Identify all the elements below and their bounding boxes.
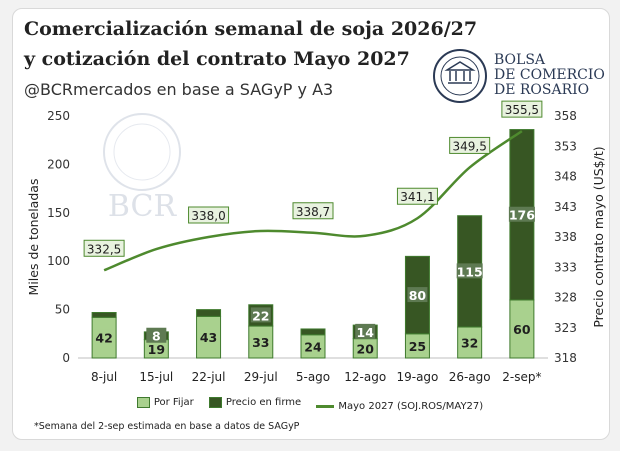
line-label: 338,0	[191, 209, 225, 223]
line-label: 355,5	[505, 103, 539, 117]
watermark-seal-inner	[113, 123, 171, 181]
y2-tick-label: 343	[554, 200, 577, 214]
line-mayo-2027	[103, 130, 523, 272]
x-tick-label: 26-ago	[449, 370, 491, 384]
bar-label-precio-firme: 14	[357, 325, 375, 340]
y-tick-label: 250	[47, 109, 70, 123]
line-label-box	[501, 100, 543, 118]
chart-title: Comercialización semanal de soja 2026/27…	[24, 14, 477, 74]
x-tick-label: 22-jul	[192, 370, 226, 384]
legend-item-mayo-2027: Mayo 2027 (SOJ.ROS/MAY27)	[316, 401, 483, 412]
line-label-box	[292, 202, 334, 220]
bar-label-bg-por-fijar	[458, 334, 481, 350]
footnote: *Semana del 2-sep estimada en base a dat…	[34, 421, 300, 432]
line-label: 349,5	[452, 139, 486, 153]
bar-precio-firme	[196, 309, 222, 317]
y-tick-label: 200	[47, 157, 70, 171]
bar-precio-firme	[91, 312, 117, 318]
y-tick-label: 0	[62, 351, 70, 365]
chart-legend: Por Fijar Precio en firme Mayo 2027 (SOJ…	[0, 397, 620, 412]
legend-label-precio-firme: Precio en firme	[225, 397, 302, 408]
bar-precio-firme	[300, 328, 326, 336]
y-axis-title: Miles de toneladas	[26, 179, 41, 296]
x-tick-label: 29-jul	[244, 370, 278, 384]
legend-item-por-fijar: Por Fijar	[136, 397, 194, 408]
y-tick-label: 150	[47, 206, 70, 220]
bcr-logo: BOLSA DE COMERCIO DE ROSARIO	[432, 47, 605, 105]
bar-label-precio-firme: 176	[509, 208, 535, 223]
bar-label-bg-por-fijar	[302, 338, 324, 354]
bar-label-bg-precio-firme	[456, 263, 483, 279]
x-tick-label: 19-ago	[396, 370, 438, 384]
bar-label-por-fijar: 32	[461, 336, 478, 351]
x-tick-label: 8-jul	[91, 370, 117, 384]
bar-label-por-fijar: 33	[252, 335, 269, 350]
watermark-seal	[103, 113, 181, 191]
line-label: 338,7	[296, 205, 330, 219]
y2-tick-label: 348	[554, 170, 577, 184]
bar-label-bg-precio-firme	[146, 327, 167, 343]
line-label: 341,1	[400, 190, 434, 204]
logo-line-3: DE ROSARIO	[494, 82, 590, 98]
x-tick-label: 2-sep*	[502, 370, 541, 384]
chart-subtitle: @BCRmercados en base a SAGyP y A3	[24, 80, 334, 99]
bar-label-bg-por-fijar	[197, 329, 220, 345]
logo-wordmark: BOLSA DE COMERCIO DE ROSARIO	[494, 53, 605, 98]
bar-label-por-fijar: 20	[357, 341, 375, 356]
legend-swatch-mayo-2027	[316, 405, 335, 408]
x-tick-label: 5-ago	[296, 370, 330, 384]
y2-tick-label: 353	[554, 139, 577, 153]
bar-label-bg-por-fijar	[406, 337, 429, 353]
logo-line-2: DE COMERCIO	[494, 67, 605, 83]
legend-swatch-precio-firme	[208, 397, 222, 408]
legend-item-precio-firme: Precio en firme	[208, 397, 302, 408]
legend-label-por-fijar: Por Fijar	[153, 397, 194, 408]
bcr-seal-icon	[433, 49, 487, 103]
bar-label-por-fijar: 42	[95, 331, 112, 346]
bar-label-bg-por-fijar	[354, 340, 377, 356]
bar-label-bg-precio-firme	[508, 206, 535, 222]
bar-label-bg-precio-firme	[250, 307, 271, 323]
y-tick-label: 50	[55, 303, 70, 317]
chart-title-line-1: Comercialización semanal de soja 2026/27	[24, 18, 478, 40]
legend-label-mayo-2027: Mayo 2027 (SOJ.ROS/MAY27)	[338, 401, 484, 412]
line-label-box	[83, 239, 125, 257]
watermark-text: BCR	[108, 189, 178, 224]
line-label: 332,5	[87, 242, 121, 256]
bar-label-por-fijar: 24	[304, 339, 322, 354]
y2-tick-label: 328	[554, 291, 577, 305]
y2-tick-label: 323	[554, 321, 577, 335]
y2-tick-label: 358	[554, 109, 577, 123]
bar-label-bg-por-fijar	[510, 320, 533, 336]
bar-label-precio-firme: 80	[409, 288, 427, 303]
bar-label-bg-por-fijar	[93, 329, 116, 345]
bar-label-por-fijar: 25	[409, 339, 426, 354]
logo-line-1: BOLSA	[494, 52, 546, 68]
line-label-box	[449, 136, 491, 154]
chart-title-line-2: y cotización del contrato Mayo 2027	[24, 48, 410, 70]
line-label-box	[396, 187, 438, 205]
x-tick-label: 15-jul	[139, 370, 173, 384]
bar-label-precio-firme: 115	[457, 264, 483, 279]
bar-label-bg-por-fijar	[249, 334, 272, 350]
legend-swatch-por-fijar	[136, 397, 150, 408]
y-tick-label: 100	[47, 254, 70, 268]
bar-label-bg-precio-firme	[407, 287, 428, 303]
y2-tick-label: 338	[554, 230, 577, 244]
bar-label-por-fijar: 19	[148, 342, 165, 357]
bar-label-bg-por-fijar	[145, 340, 168, 356]
bar-label-precio-firme: 22	[252, 308, 269, 323]
y2-tick-label: 333	[554, 260, 577, 274]
y2-tick-label: 318	[554, 351, 577, 365]
y2-axis-title: Precio contrato mayo (US$/t)	[591, 146, 606, 327]
x-tick-label: 12-ago	[344, 370, 386, 384]
bar-label-por-fijar: 43	[200, 330, 217, 345]
bar-label-bg-precio-firme	[355, 323, 376, 339]
bar-label-por-fijar: 60	[513, 322, 531, 337]
line-label-box	[188, 206, 230, 224]
bar-label-precio-firme: 8	[152, 329, 161, 344]
